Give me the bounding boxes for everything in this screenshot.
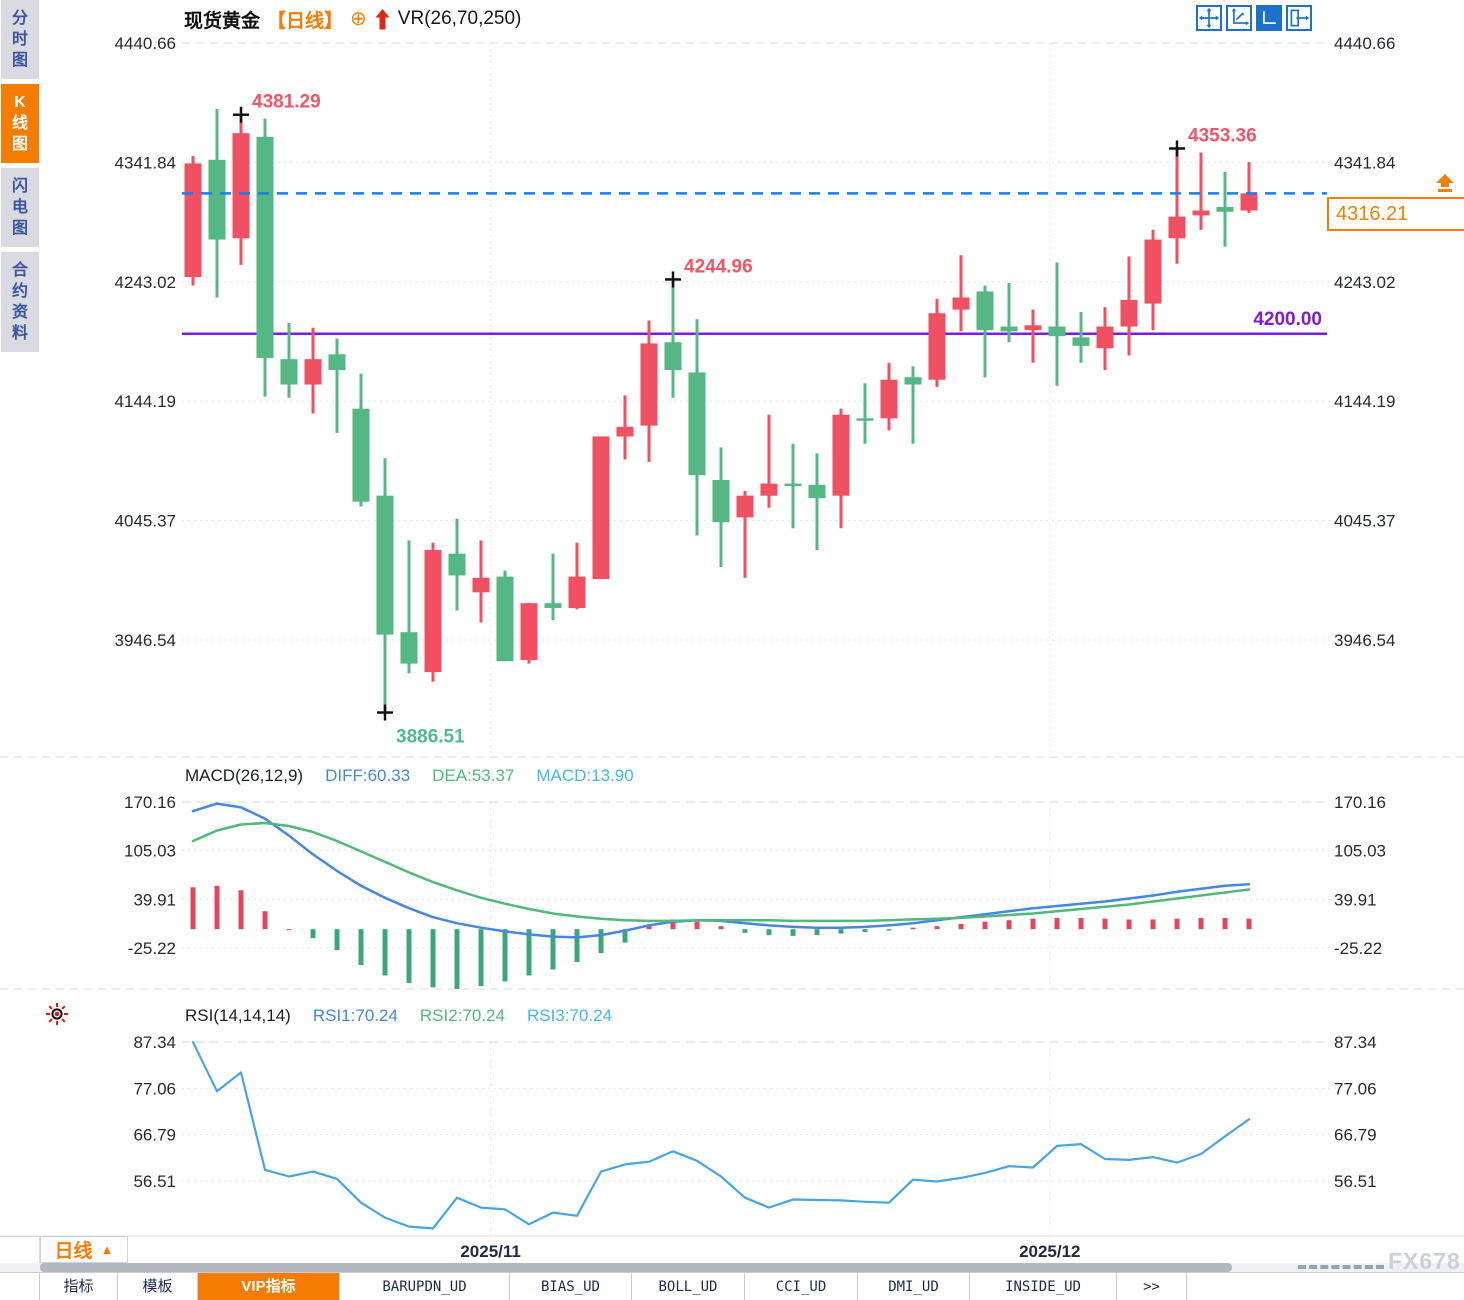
- svg-text:4440.66: 4440.66: [1334, 34, 1395, 53]
- macd-name[interactable]: MACD(26,12,9): [185, 766, 304, 785]
- more-tabs-button[interactable]: >>: [1117, 1273, 1187, 1300]
- svg-text:77.06: 77.06: [133, 1079, 176, 1098]
- rsi3-value: RSI3:70.24: [526, 1006, 613, 1025]
- sidebar-item-0[interactable]: 分 时 图: [1, 0, 39, 79]
- auto-scale-icon[interactable]: .f{fill:#ffffff;stroke:none}: [1256, 5, 1282, 31]
- rsi-panel: [191, 1041, 1251, 1230]
- circle-plus-icon[interactable]: ⊕: [350, 8, 367, 30]
- svg-text:170.16: 170.16: [1334, 793, 1386, 812]
- svg-text:4353.36: 4353.36: [1188, 125, 1257, 146]
- move-icon[interactable]: .f{fill:#1d71c8;stroke:none}: [1196, 5, 1222, 31]
- macd-header: MACD(26,12,9) DIFF:60.33 DEA:53.37 MACD:…: [185, 766, 634, 786]
- svg-text:2025/11: 2025/11: [460, 1242, 521, 1261]
- svg-text:4045.37: 4045.37: [115, 512, 176, 531]
- svg-text:87.34: 87.34: [133, 1033, 176, 1052]
- fit-axis-icon[interactable]: .f{fill:#1d71c8;stroke:none}: [1226, 5, 1252, 31]
- period-tag[interactable]: 【日线】: [267, 10, 344, 32]
- svg-text:2025/12: 2025/12: [1019, 1242, 1080, 1261]
- tab-CCI_UD[interactable]: CCI_UD: [745, 1273, 858, 1300]
- svg-text:-25.22: -25.22: [128, 939, 176, 958]
- svg-text:56.51: 56.51: [1334, 1172, 1377, 1191]
- rsi-header: RSI(14,14,14) RSI1:70.24 RSI2:70.24 RSI3…: [185, 1006, 612, 1026]
- svg-text:87.34: 87.34: [1334, 1033, 1377, 1052]
- macd-panel: [190, 802, 1252, 989]
- sidebar-item-3[interactable]: 合 约 资 料: [1, 252, 39, 352]
- svg-text:4243.02: 4243.02: [1334, 273, 1395, 292]
- tab-BOLL_UD[interactable]: BOLL_UD: [632, 1273, 745, 1300]
- rsi2-value: RSI2:70.24: [419, 1006, 505, 1025]
- macd-diff-value: DIFF:60.33: [325, 766, 411, 785]
- svg-text:170.16: 170.16: [124, 793, 176, 812]
- tab-模板[interactable]: 模板: [118, 1273, 198, 1300]
- axis-labels: 4440.66 4440.66 4341.84 4341.84 4243.02 4243.…: [115, 34, 1396, 1261]
- svg-text:3946.54: 3946.54: [1334, 631, 1395, 650]
- svg-text:4243.02: 4243.02: [115, 273, 176, 292]
- indicator-label[interactable]: VR(26,70,250): [397, 8, 522, 29]
- svg-text:4144.19: 4144.19: [115, 392, 176, 411]
- tab-INSIDE_UD[interactable]: INSIDE_UD: [970, 1273, 1117, 1300]
- svg-text:4144.19: 4144.19: [1334, 392, 1395, 411]
- bottom-corner-cell: [0, 1236, 40, 1263]
- tab-指标[interactable]: 指标: [40, 1273, 118, 1300]
- svg-text:56.51: 56.51: [133, 1172, 176, 1191]
- svg-text:4244.96: 4244.96: [684, 256, 753, 277]
- candlestick-plot: 4200.00 4381.29 3886.51 4244.96 4353.36: [182, 92, 1327, 748]
- macd-macd-value: MACD:13.90: [536, 766, 634, 785]
- tab-DMI_UD[interactable]: DMI_UD: [858, 1273, 970, 1300]
- chart-title-bar: 现货黄金 【日线】 ⊕ VR(26,70,250): [184, 6, 521, 32]
- svg-text:4045.37: 4045.37: [1334, 512, 1395, 531]
- svg-text:39.91: 39.91: [1334, 890, 1377, 909]
- period-selector[interactable]: 日线 ▲: [40, 1236, 128, 1263]
- watermark: FX678: [1388, 1248, 1461, 1274]
- indicator-tabs-bar: 指标 模板 VIP指标 BARUPDN_UD BIAS_UD BOLL_UD CCI_UD D…: [0, 1272, 1464, 1300]
- svg-text:3946.54: 3946.54: [115, 631, 176, 650]
- chart-toolbar: .f{fill:#1d71c8;stroke:none}.f{fill:#1d7…: [1196, 5, 1312, 31]
- svg-text:4381.29: 4381.29: [252, 92, 321, 113]
- scrollbar-end-dashes: [1298, 1265, 1384, 1269]
- rsi-name[interactable]: RSI(14,14,14): [185, 1006, 291, 1025]
- svg-text:-25.22: -25.22: [1334, 939, 1382, 958]
- svg-text:66.79: 66.79: [1334, 1126, 1377, 1145]
- svg-text:4341.84: 4341.84: [115, 153, 176, 172]
- last-price-tag: 4316.21: [1327, 197, 1464, 231]
- svg-text:4440.66: 4440.66: [115, 34, 176, 53]
- rsi1-value: RSI1:70.24: [312, 1006, 398, 1025]
- svg-text:3886.51: 3886.51: [396, 727, 465, 748]
- price-up-arrow-icon: [1434, 172, 1456, 199]
- svg-text:66.79: 66.79: [133, 1126, 176, 1145]
- svg-text:4341.84: 4341.84: [1334, 153, 1395, 172]
- tab-BARUPDN_UD[interactable]: BARUPDN_UD: [340, 1273, 510, 1300]
- svg-text:105.03: 105.03: [1334, 842, 1386, 861]
- red-up-arrow-icon: [374, 8, 391, 30]
- h-scrollbar-thumb[interactable]: [40, 1263, 1232, 1272]
- macd-dea-value: DEA:53.37: [432, 766, 515, 785]
- gridlines: [0, 42, 1464, 1237]
- sidebar: 分 时 图 K 线 图闪 电 图合 约 资 料: [0, 0, 40, 440]
- period-selector-label: 日线: [54, 1241, 93, 1262]
- sidebar-item-1[interactable]: K 线 图: [1, 84, 39, 163]
- tab-BIAS_UD[interactable]: BIAS_UD: [510, 1273, 632, 1300]
- svg-text:4200.00: 4200.00: [1253, 309, 1322, 330]
- svg-text:77.06: 77.06: [1334, 1079, 1377, 1098]
- tab-corner: [0, 1273, 40, 1300]
- symbol-title: 现货黄金: [184, 10, 261, 32]
- tab-VIP指标[interactable]: VIP指标: [198, 1273, 340, 1300]
- svg-text:39.91: 39.91: [133, 890, 176, 909]
- svg-text:105.03: 105.03: [124, 842, 176, 861]
- hot-indicator-icon[interactable]: [45, 1002, 69, 1031]
- triangle-up-icon: ▲: [100, 1242, 114, 1257]
- pan-right-icon[interactable]: .f{fill:#1d71c8;stroke:none}: [1286, 5, 1312, 31]
- sidebar-item-2[interactable]: 闪 电 图: [1, 168, 39, 247]
